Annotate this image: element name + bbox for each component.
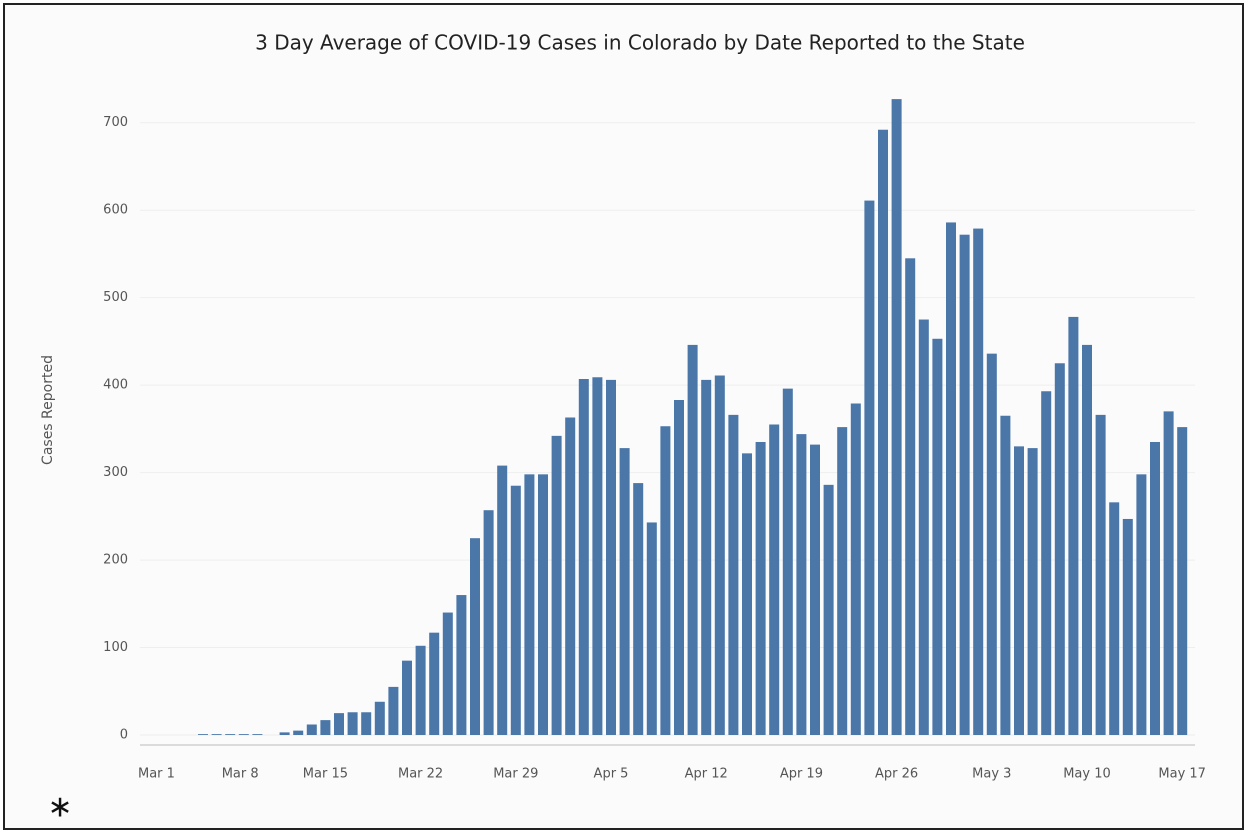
bar	[211, 734, 222, 735]
bar	[483, 510, 494, 735]
y-tick-label: 200	[103, 553, 128, 568]
bar	[959, 234, 970, 735]
x-tick-label: May 17	[1158, 767, 1206, 782]
bar	[402, 660, 412, 735]
bar	[442, 612, 453, 735]
bar	[578, 379, 589, 735]
y-tick-label: 500	[103, 290, 128, 305]
bar	[782, 388, 793, 735]
bar	[306, 724, 317, 735]
bar	[388, 686, 399, 735]
bar	[429, 632, 440, 735]
bar	[1054, 363, 1065, 735]
y-tick-label: 0	[120, 728, 128, 743]
x-tick-label: May 3	[972, 767, 1011, 782]
bar	[905, 258, 916, 735]
bar	[701, 379, 712, 735]
bar	[551, 435, 562, 735]
x-tick-label: May 10	[1063, 767, 1111, 782]
bar	[497, 465, 508, 735]
bar	[470, 538, 480, 735]
bar	[1122, 518, 1133, 735]
bar	[1136, 474, 1147, 735]
bar	[878, 129, 888, 736]
bar	[1177, 427, 1188, 735]
bar	[1014, 446, 1024, 735]
bar	[1041, 391, 1052, 735]
bar	[538, 474, 548, 735]
bar	[606, 379, 616, 735]
x-tick-label: Mar 29	[493, 767, 538, 782]
bar	[687, 344, 698, 735]
bar	[1095, 414, 1106, 735]
bar	[1000, 415, 1011, 735]
bar	[796, 434, 807, 735]
bar	[973, 228, 984, 735]
bar	[918, 319, 929, 735]
x-tick-label: Apr 5	[594, 767, 629, 782]
x-tick-label: Mar 8	[222, 767, 259, 782]
bar	[238, 734, 249, 735]
bar	[660, 426, 671, 735]
bar	[415, 645, 426, 735]
bar	[347, 712, 358, 735]
bar	[619, 448, 630, 735]
x-tick-label: Apr 26	[875, 767, 918, 782]
chart-title: 3 Day Average of COVID-19 Cases in Color…	[255, 31, 1025, 55]
y-tick-label: 600	[103, 203, 128, 218]
bar	[728, 414, 739, 735]
x-tick-label: Mar 22	[398, 767, 443, 782]
bar	[374, 701, 385, 735]
bar	[456, 595, 467, 735]
bar	[674, 400, 684, 735]
bar	[755, 441, 766, 735]
bar	[524, 474, 535, 735]
y-tick-label: 100	[103, 640, 128, 655]
bar	[823, 484, 834, 735]
bar	[633, 483, 644, 735]
bar	[646, 522, 657, 735]
bar	[361, 712, 372, 735]
bar	[769, 424, 780, 735]
bar	[932, 338, 943, 735]
bar	[510, 485, 521, 735]
bar	[714, 375, 725, 735]
bar	[810, 444, 820, 735]
bar	[293, 730, 304, 735]
x-tick-label: Mar 1	[138, 767, 175, 782]
bar	[225, 734, 236, 735]
x-tick-label: Apr 19	[780, 767, 823, 782]
bar	[1150, 441, 1160, 735]
y-tick-label: 300	[103, 465, 128, 480]
bar	[1068, 316, 1079, 735]
bar	[565, 417, 576, 735]
bar	[592, 377, 603, 735]
x-tick-label: Mar 15	[303, 767, 348, 782]
bar	[837, 427, 848, 735]
bar	[850, 403, 861, 735]
y-tick-label: 700	[103, 115, 128, 130]
footnote: ∗	[47, 790, 72, 825]
x-tick-label: Apr 12	[685, 767, 728, 782]
bar	[198, 734, 208, 735]
bar	[946, 222, 956, 736]
bar	[742, 453, 752, 735]
bar	[252, 734, 263, 735]
bar	[334, 713, 344, 735]
y-tick-label: 400	[103, 378, 128, 393]
bar	[1082, 344, 1092, 735]
bar	[986, 353, 997, 735]
bar	[1163, 411, 1174, 735]
bar	[279, 732, 290, 735]
bar	[1027, 448, 1038, 735]
bar	[891, 99, 902, 736]
bar	[1109, 502, 1120, 735]
bar	[864, 200, 875, 735]
bar	[320, 720, 331, 735]
y-axis-label: Cases Reported	[40, 355, 56, 465]
